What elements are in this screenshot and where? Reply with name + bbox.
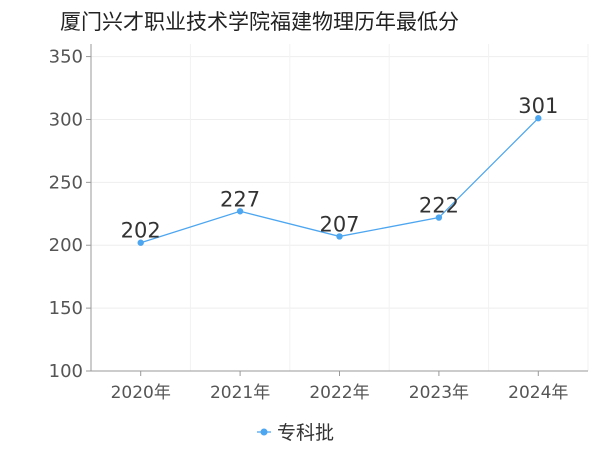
data-labels: 202 227 207 222 301 [121, 94, 559, 243]
x-tick-label: 2024年 [508, 383, 568, 403]
data-label: 227 [220, 187, 260, 211]
axes [86, 44, 588, 376]
legend-marker [260, 428, 268, 436]
data-label: 202 [121, 219, 161, 243]
y-tick-label: 350 [49, 47, 83, 68]
x-tick-label: 2023年 [409, 383, 469, 403]
y-tick-label: 150 [49, 298, 83, 319]
y-tick-label: 200 [49, 235, 83, 256]
gridlines [90, 44, 589, 372]
x-tick-label: 2021年 [210, 383, 270, 403]
data-point [236, 208, 244, 215]
x-tick-labels: 2020年 2021年 2022年 2023年 2024年 [111, 383, 569, 403]
data-point [435, 214, 443, 221]
data-point [535, 115, 542, 122]
y-tick-label: 250 [49, 172, 83, 193]
data-label: 222 [419, 194, 459, 218]
x-tick-label: 2022年 [309, 383, 369, 403]
data-point [336, 233, 343, 240]
legend-label: 专科批 [277, 422, 334, 444]
y-tick-labels: 100 150 200 250 300 350 [49, 47, 83, 382]
legend: 专科批 [257, 422, 334, 444]
data-label: 301 [518, 94, 558, 118]
data-points [137, 115, 542, 246]
y-tick-label: 300 [49, 109, 83, 130]
x-tick-label: 2020年 [111, 383, 171, 403]
chart-title: 厦门兴才职业技术学院福建物理历年最低分 [60, 10, 459, 34]
data-label: 207 [319, 212, 359, 236]
data-point [137, 239, 144, 246]
y-tick-label: 100 [49, 361, 83, 382]
